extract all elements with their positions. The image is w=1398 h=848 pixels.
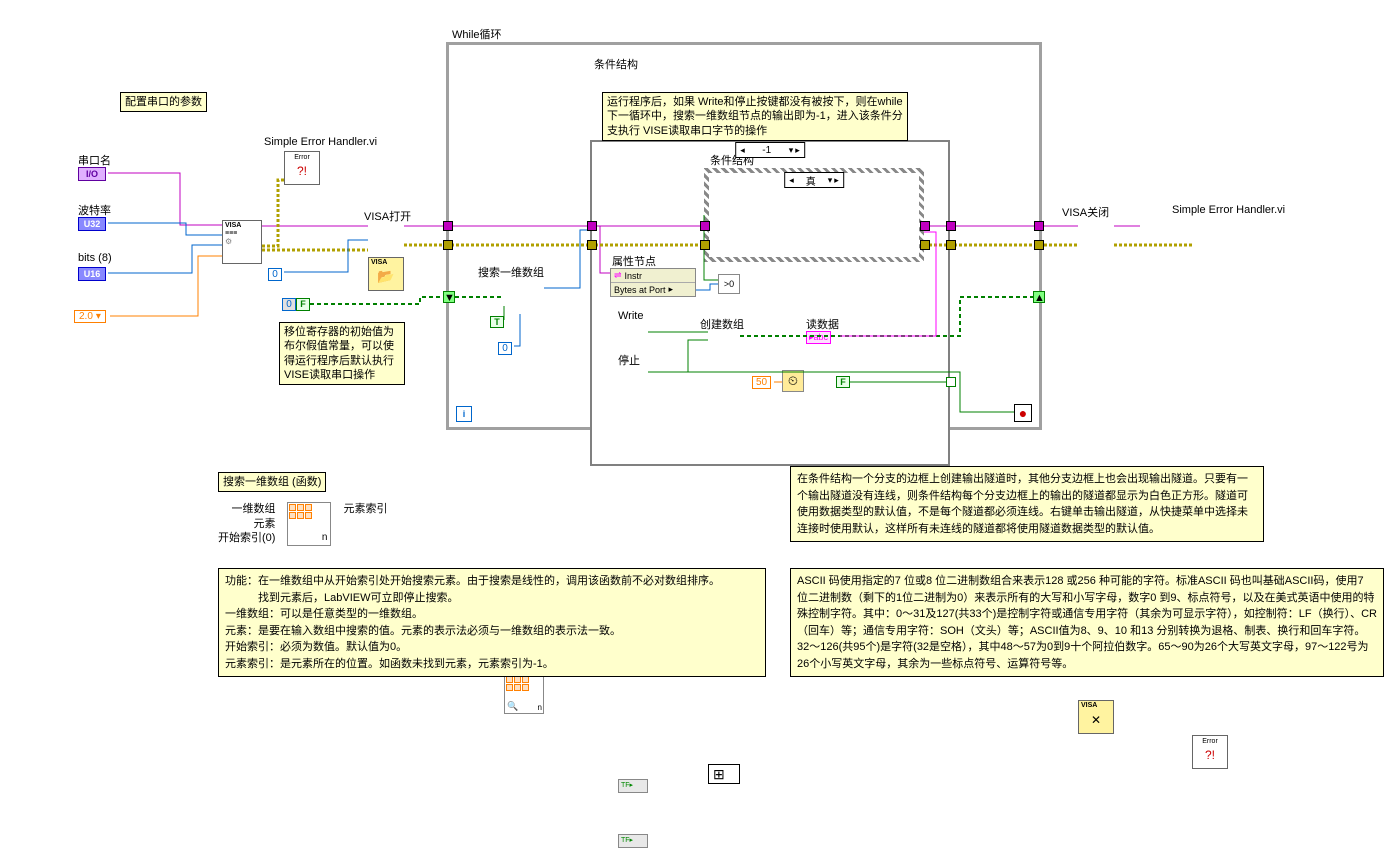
baud-terminal[interactable]: U32 xyxy=(78,217,106,231)
case-prev-inner[interactable]: ◂ xyxy=(789,175,794,186)
case-dropdown-inner[interactable]: ▾ xyxy=(828,175,833,186)
baud-label: 波特率 xyxy=(78,202,111,218)
bits8-terminal[interactable]: U16 xyxy=(78,267,106,281)
iteration-terminal[interactable]: i xyxy=(456,406,472,422)
config-serial-label: 配置串口的参数 xyxy=(120,92,207,112)
desc-l2: 找到元素后，LabVIEW可立即停止搜索。 xyxy=(225,590,759,607)
prop-instr: Instr xyxy=(625,271,643,281)
tunnel-green-case-r xyxy=(946,377,956,387)
ascii-note-box: ASCII 码使用指定的7 位或8 位二进制数组合来表示128 或256 种可能… xyxy=(790,568,1384,677)
desc-l6: 元素索引：是元素所在的位置。如函数未找到元素，元素索引为-1。 xyxy=(225,656,759,673)
prop-bytes: Bytes at Port xyxy=(614,285,666,295)
err-handler-left-label: Simple Error Handler.vi xyxy=(264,136,377,148)
tunnel-err-case-l xyxy=(587,240,597,250)
while-loop-label: While循环 xyxy=(452,26,502,42)
help-in1: 一维数组 xyxy=(218,502,275,516)
stop-label: 停止 xyxy=(618,352,640,368)
case-next-outer[interactable]: ▸ xyxy=(795,145,800,156)
gt-zero-icon[interactable]: >0 xyxy=(718,274,740,294)
run-note: 运行程序后，如果 Write和停止按键都没有被按下，则在while下一循环中，搜… xyxy=(602,92,908,141)
tunnel-pink-case-r xyxy=(946,221,956,231)
build-array-icon[interactable] xyxy=(708,764,740,784)
case-selector-outer[interactable]: ◂ -1 ▾ ▸ xyxy=(735,142,805,158)
case-next-inner[interactable]: ▸ xyxy=(834,175,839,186)
zero-const-2[interactable]: 0 xyxy=(498,342,512,355)
case-value-inner: 真 xyxy=(796,173,826,188)
desc-l3: 一维数组：可以是任意类型的一维数组。 xyxy=(225,606,759,623)
wait-ms-icon[interactable] xyxy=(782,370,804,392)
tunnel-err-l xyxy=(443,240,453,250)
tunnel-err-while-r xyxy=(1034,240,1044,250)
desc-l5: 开始索引：必须为数值。默认值为0。 xyxy=(225,639,759,656)
tunnel-note-box: 在条件结构一个分支的边框上创建输出隧道时，其他分支边框上也会出现输出隧道。只要有… xyxy=(790,466,1264,542)
tunnel-pink-while-r xyxy=(1034,221,1044,231)
search-1d-icon[interactable]: n 🔍 xyxy=(504,674,544,714)
read-data-label: 读数据 xyxy=(806,316,839,332)
serial-name-terminal[interactable]: I/O xyxy=(78,167,106,181)
help-left: 搜索一维数组 (函数) 一维数组 元素 开始索引(0) n 元素索引 xyxy=(218,472,387,546)
case-dropdown-outer[interactable]: ▾ xyxy=(789,145,794,156)
visa-close-icon[interactable]: ✕ xyxy=(1078,700,1114,734)
case-struct-inner: ◂ 真 ▾ ▸ xyxy=(704,168,924,262)
help-out: 元素索引 xyxy=(343,502,387,516)
dbl-const-value: 2.0 xyxy=(79,311,93,322)
read-data-indicator[interactable]: ▸abc xyxy=(806,331,831,344)
help-title: 搜索一维数组 (函数) xyxy=(218,472,326,492)
help-search-icon: n xyxy=(287,502,331,546)
serial-name-label: 串口名 xyxy=(78,152,111,168)
tunnel-err-case-r xyxy=(946,240,956,250)
write-label: Write xyxy=(618,310,643,322)
help-in3: 开始索引(0) xyxy=(218,531,275,545)
case-prev-outer[interactable]: ◂ xyxy=(740,145,745,156)
tunnel-pink-l xyxy=(443,221,453,231)
write-control[interactable] xyxy=(618,779,648,793)
true-const-1[interactable]: T xyxy=(490,316,504,328)
search-1d-label: 搜索一维数组 xyxy=(478,264,544,280)
dbl-const[interactable]: 2.0 ▾ xyxy=(74,310,106,323)
err-handler-right-label: Simple Error Handler.vi xyxy=(1172,204,1285,216)
case-selector-inner[interactable]: ◂ 真 ▾ ▸ xyxy=(784,172,844,188)
bool-array-const[interactable]: 0 F xyxy=(282,298,310,311)
err-handler-left-icon[interactable]: ?! xyxy=(284,151,320,185)
tunnel-pink-inner-l xyxy=(700,221,710,231)
desc-l4: 元素：是要在输入数组中搜索的值。元素的表示法必须与一维数组的表示法一致。 xyxy=(225,623,759,640)
fifty-const[interactable]: 50 xyxy=(752,376,771,389)
bits8-label: bits (8) xyxy=(78,252,112,264)
shift-reg-note: 移位寄存器的初始值为布尔假值常量，可以使得运行程序后默认执行VISE读取串口操作 xyxy=(279,322,405,385)
desc-l1: 功能：在一维数组中从开始索引处开始搜索元素。由于搜索是线性的，调用该函数前不必对… xyxy=(225,573,759,590)
build-array-label: 创建数组 xyxy=(700,316,744,332)
err-handler-right-icon[interactable]: ?! xyxy=(1192,735,1228,769)
tunnel-err-inner-l xyxy=(700,240,710,250)
zero-const-1[interactable]: 0 xyxy=(268,268,282,281)
case-struct-outer-label: 条件结构 xyxy=(594,56,638,72)
visa-open-icon[interactable]: 📂 xyxy=(368,257,404,291)
stop-control[interactable] xyxy=(618,834,648,848)
shift-reg-left[interactable]: ▼ xyxy=(443,291,455,303)
loop-stop-terminal[interactable] xyxy=(1014,404,1032,422)
shift-reg-right[interactable]: ▲ xyxy=(1033,291,1045,303)
prop-node[interactable]: ⇌Instr Bytes at Port▸ xyxy=(610,268,696,297)
help-in2: 元素 xyxy=(218,517,275,531)
visa-close-label: VISA关闭 xyxy=(1062,204,1109,220)
visa-serial-config-icon[interactable]: VISA ≡≡≡ ⚙ xyxy=(222,220,262,264)
help-desc-box: 功能：在一维数组中从开始索引处开始搜索元素。由于搜索是线性的，调用该函数前不必对… xyxy=(218,568,766,677)
false-const-out[interactable]: F xyxy=(836,376,850,388)
tunnel-pink-case-l xyxy=(587,221,597,231)
visa-open-label: VISA打开 xyxy=(364,208,411,224)
prop-node-label: 属性节点 xyxy=(612,253,656,269)
tunnel-err-inner-r xyxy=(920,240,930,250)
tunnel-pink-inner-r xyxy=(920,221,930,231)
case-value-outer: -1 xyxy=(747,145,787,156)
